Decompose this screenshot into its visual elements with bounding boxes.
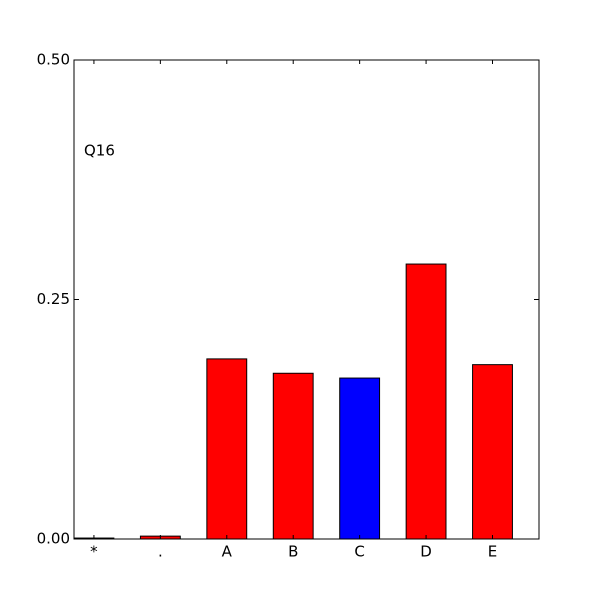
x-tick-label: B bbox=[288, 543, 298, 561]
bar bbox=[272, 372, 314, 540]
y-tick-label: 0.25 bbox=[37, 290, 70, 308]
y-tick-label: 0.00 bbox=[37, 530, 70, 548]
x-tick-label: A bbox=[222, 543, 233, 561]
bar bbox=[206, 358, 248, 540]
y-tick-label: 0.50 bbox=[37, 51, 70, 69]
bar bbox=[405, 263, 447, 540]
x-tick-label: . bbox=[158, 543, 163, 561]
annotation: Q16 bbox=[84, 142, 115, 160]
x-tick-label: E bbox=[488, 543, 497, 561]
bar bbox=[472, 364, 513, 540]
x-tick-label: * bbox=[90, 543, 98, 561]
x-tick-label: D bbox=[420, 543, 432, 561]
x-tick-label: C bbox=[354, 543, 364, 561]
bar bbox=[339, 377, 381, 540]
plot-frame bbox=[73, 59, 540, 540]
